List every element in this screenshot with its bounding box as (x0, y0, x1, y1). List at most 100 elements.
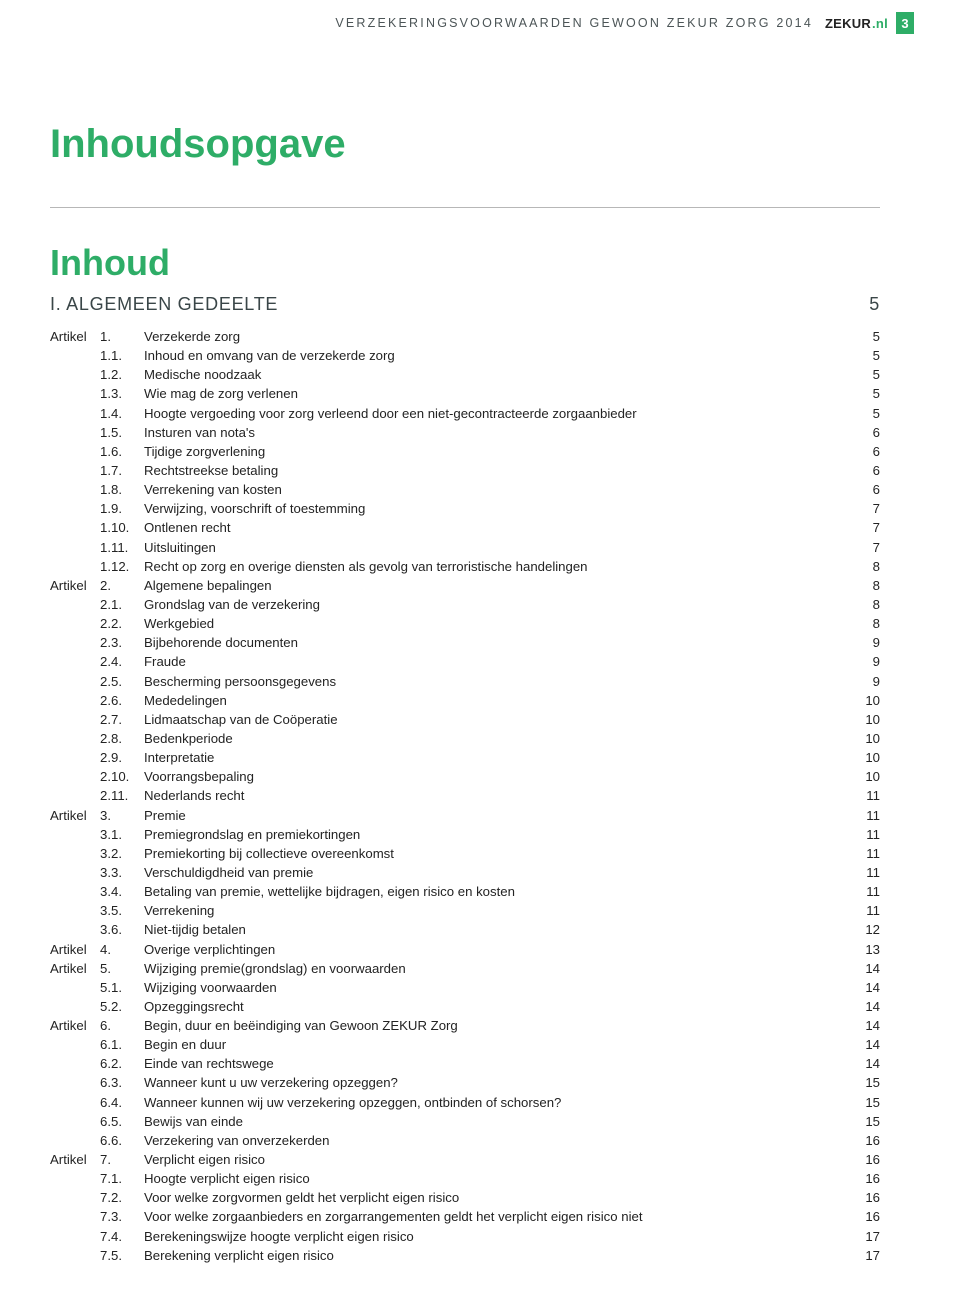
toc-number: 2.9. (100, 748, 144, 767)
toc-heading: Inhoudsopgave (50, 122, 880, 167)
toc-page: 10 (850, 748, 880, 767)
toc-number: 1.12. (100, 557, 144, 576)
toc-row: 2.10.Voorrangsbepaling10 (50, 767, 880, 786)
toc-title: Wie mag de zorg verlenen (144, 384, 850, 403)
toc-title: Hoogte vergoeding voor zorg verleend doo… (144, 404, 850, 423)
toc-page: 11 (850, 806, 880, 825)
toc-number: 2.3. (100, 633, 144, 652)
toc-number: 1.2. (100, 365, 144, 384)
toc-page: 14 (850, 1054, 880, 1073)
toc-number: 6.1. (100, 1035, 144, 1054)
toc-title: Insturen van nota's (144, 423, 850, 442)
toc-number: 1. (100, 327, 144, 346)
toc-row: 1.3.Wie mag de zorg verlenen5 (50, 384, 880, 403)
toc-page: 16 (850, 1207, 880, 1226)
toc-title: Medische noodzaak (144, 365, 850, 384)
document-body: Inhoudsopgave Inhoud I. ALGEMEEN GEDEELT… (0, 122, 960, 1295)
toc-title: Verplicht eigen risico (144, 1150, 850, 1169)
toc-row: 2.2.Werkgebied8 (50, 614, 880, 633)
toc-number: 4. (100, 940, 144, 959)
toc-prefix: Artikel (50, 806, 100, 825)
toc-title: Opzeggingsrecht (144, 997, 850, 1016)
horizontal-rule (50, 207, 880, 208)
toc-row: 6.5.Bewijs van einde15 (50, 1112, 880, 1131)
toc-number: 7.1. (100, 1169, 144, 1188)
toc-number: 7.4. (100, 1227, 144, 1246)
toc-page: 11 (850, 863, 880, 882)
toc-title: Berekeningswijze hoogte verplicht eigen … (144, 1227, 850, 1246)
toc-page: 5 (850, 404, 880, 423)
toc-page: 10 (850, 729, 880, 748)
toc-page: 14 (850, 1016, 880, 1035)
toc-prefix: Artikel (50, 1016, 100, 1035)
toc-page: 6 (850, 480, 880, 499)
toc-row: 2.7.Lidmaatschap van de Coöperatie10 (50, 710, 880, 729)
toc-row: 2.5.Bescherming persoonsgegevens9 (50, 672, 880, 691)
toc-number: 7.2. (100, 1188, 144, 1207)
toc-prefix: Artikel (50, 576, 100, 595)
toc-row: 1.1.Inhoud en omvang van de verzekerde z… (50, 346, 880, 365)
toc-page: 10 (850, 710, 880, 729)
toc-number: 1.8. (100, 480, 144, 499)
toc-title: Wanneer kunnen wij uw verzekering opzegg… (144, 1093, 850, 1112)
page-number-badge: 3 (896, 12, 914, 34)
toc-number: 6.3. (100, 1073, 144, 1092)
toc-row: Artikel7.Verplicht eigen risico16 (50, 1150, 880, 1169)
toc-prefix: Artikel (50, 1150, 100, 1169)
toc-title: Uitsluitingen (144, 538, 850, 557)
toc-number: 3.3. (100, 863, 144, 882)
toc-number: 7.3. (100, 1207, 144, 1226)
toc-title: Overige verplichtingen (144, 940, 850, 959)
toc-row: 3.4.Betaling van premie, wettelijke bijd… (50, 882, 880, 901)
toc-number: 1.4. (100, 404, 144, 423)
toc-number: 3.4. (100, 882, 144, 901)
toc-row: 3.5.Verrekening11 (50, 901, 880, 920)
toc-row: 2.4.Fraude9 (50, 652, 880, 671)
toc-page: 5 (850, 327, 880, 346)
toc-page: 12 (850, 920, 880, 939)
toc-title: Bescherming persoonsgegevens (144, 672, 850, 691)
toc-title: Interpretatie (144, 748, 850, 767)
toc-row: 7.3.Voor welke zorgaanbieders en zorgarr… (50, 1207, 880, 1226)
toc-row: 3.3.Verschuldigdheid van premie11 (50, 863, 880, 882)
toc-row: 6.3.Wanneer kunt u uw verzekering opzegg… (50, 1073, 880, 1092)
toc-row: 6.6.Verzekering van onverzekerden16 (50, 1131, 880, 1150)
toc-row: 3.2.Premiekorting bij collectieve overee… (50, 844, 880, 863)
toc-row: 2.8.Bedenkperiode10 (50, 729, 880, 748)
toc-page: 15 (850, 1112, 880, 1131)
toc-row: 2.3.Bijbehorende documenten9 (50, 633, 880, 652)
toc-row: Artikel1.Verzekerde zorg5 (50, 327, 880, 346)
toc-row: 6.1.Begin en duur14 (50, 1035, 880, 1054)
toc-page: 13 (850, 940, 880, 959)
brand-logo: ZEKUR.nl (825, 16, 888, 31)
toc-title: Premiekorting bij collectieve overeenkom… (144, 844, 850, 863)
toc-row: Artikel5.Wijziging premie(grondslag) en … (50, 959, 880, 978)
toc-page: 5 (850, 365, 880, 384)
running-header: VERZEKERINGSVOORWAARDEN GEWOON ZEKUR ZOR… (0, 0, 960, 42)
toc-row: 1.6.Tijdige zorgverlening6 (50, 442, 880, 461)
toc-number: 3.6. (100, 920, 144, 939)
toc-row: 3.6.Niet-tijdig betalen12 (50, 920, 880, 939)
toc-page: 14 (850, 997, 880, 1016)
toc-page: 17 (850, 1246, 880, 1265)
logo-suffix: .nl (872, 16, 888, 31)
toc-title: Grondslag van de verzekering (144, 595, 850, 614)
toc-title: Werkgebied (144, 614, 850, 633)
toc-row: 7.5.Berekening verplicht eigen risico17 (50, 1246, 880, 1265)
toc-row: 2.9.Interpretatie10 (50, 748, 880, 767)
section-page: 5 (869, 294, 880, 315)
toc-row: 5.1.Wijziging voorwaarden14 (50, 978, 880, 997)
toc-row: Artikel6.Begin, duur en beëindiging van … (50, 1016, 880, 1035)
toc-number: 7. (100, 1150, 144, 1169)
section-row: I. ALGEMEEN GEDEELTE 5 (50, 294, 880, 315)
toc-title: Verwijzing, voorschrift of toestemming (144, 499, 850, 518)
toc-page: 15 (850, 1073, 880, 1092)
toc-number: 1.9. (100, 499, 144, 518)
toc-number: 6.4. (100, 1093, 144, 1112)
toc-page: 11 (850, 901, 880, 920)
toc-title: Hoogte verplicht eigen risico (144, 1169, 850, 1188)
toc-title: Ontlenen recht (144, 518, 850, 537)
toc-page: 14 (850, 1035, 880, 1054)
toc-title: Wanneer kunt u uw verzekering opzeggen? (144, 1073, 850, 1092)
toc-title: Begin, duur en beëindiging van Gewoon ZE… (144, 1016, 850, 1035)
